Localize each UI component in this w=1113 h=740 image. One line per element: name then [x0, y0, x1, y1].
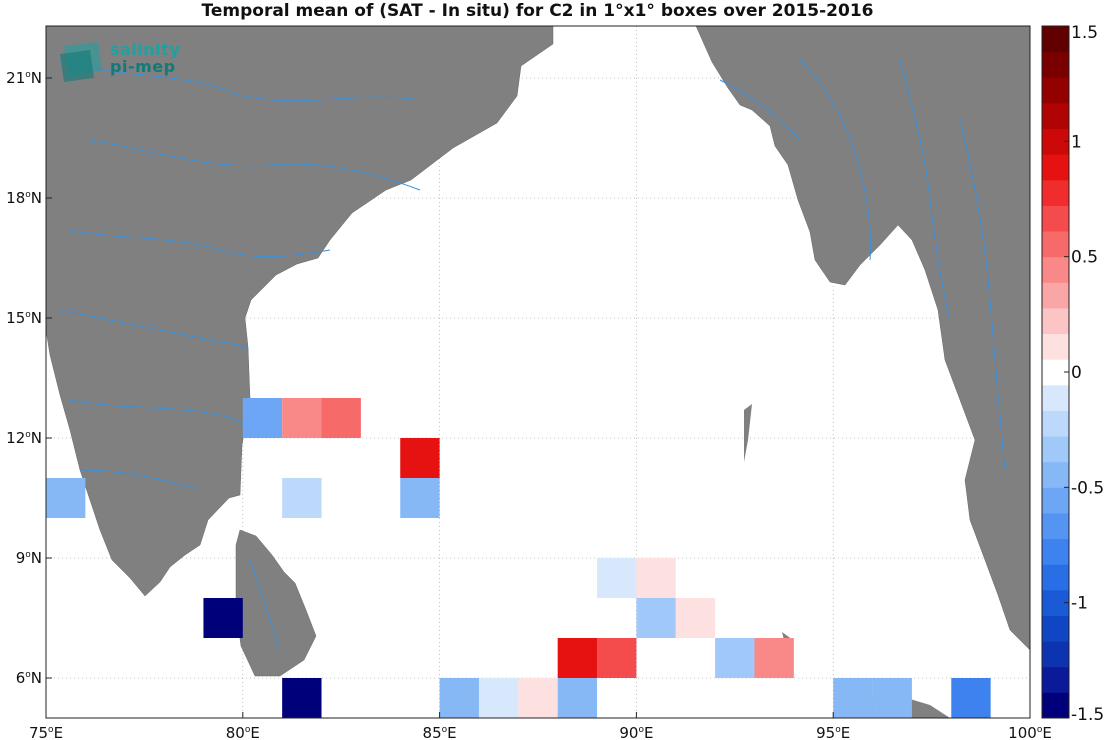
x-tick-label: 75oE: [29, 724, 63, 740]
heatmap-cell: [203, 598, 243, 638]
x-tick-label: 85oE: [423, 724, 457, 740]
colorbar-segment: [1042, 333, 1069, 360]
colorbar-segment: [1042, 205, 1069, 232]
heatmap-cell: [439, 678, 479, 718]
heatmap-cell: [754, 638, 794, 678]
colorbar-tick-label: -0.5: [1071, 478, 1104, 498]
colorbar-segment: [1042, 102, 1069, 130]
colorbar-segment: [1042, 436, 1069, 463]
heatmap-cell: [282, 678, 322, 718]
colorbar-segment: [1042, 384, 1069, 411]
colorbar-segment: [1042, 307, 1069, 335]
colorbar-segment: [1042, 487, 1069, 514]
data-cells: [46, 398, 991, 718]
heatmap-cell: [597, 558, 637, 598]
heatmap-cell: [597, 638, 637, 678]
x-tick-label: 90oE: [619, 724, 653, 740]
colorbar-segment: [1042, 26, 1069, 53]
heatmap-cell: [636, 558, 676, 598]
x-tick-label: 100oE: [1008, 724, 1052, 740]
colorbar-segment: [1042, 282, 1069, 309]
heatmap-cell: [557, 678, 598, 718]
colorbar-segment: [1042, 538, 1069, 565]
y-tick-label: 12oN: [6, 429, 42, 447]
heatmap-cell: [242, 398, 283, 438]
heatmap-cell: [400, 478, 440, 518]
heatmap-cell: [400, 438, 440, 478]
x-tick-label: 95oE: [816, 724, 850, 740]
colorbar-segment: [1042, 77, 1069, 104]
colorbar-tick-label: 0.5: [1071, 248, 1098, 268]
heatmap-cell: [715, 638, 755, 678]
colorbar-tick-label: -1: [1071, 594, 1088, 614]
colorbar-segment: [1042, 231, 1069, 258]
colorbar-tick-label: 1: [1071, 132, 1082, 152]
heatmap-cell: [675, 598, 716, 638]
land-india: [45, 25, 554, 597]
y-tick-label: 6oN: [16, 669, 42, 687]
heatmap-cell: [282, 398, 322, 438]
rivers: [59, 59, 1006, 651]
map-axes: 75oE 80oE 85oE 90oE 95oE 100oE 6oN 9oN 12oN 15oN 1…: [6, 69, 1052, 740]
colorbar-segment: [1042, 179, 1069, 206]
colorbar-segment: [1042, 666, 1069, 693]
heatmap-cell: [833, 678, 873, 718]
colorbar-segment: [1042, 461, 1069, 488]
colorbar-tick-label: 0: [1071, 363, 1082, 383]
x-tick-label: 80oE: [226, 724, 260, 740]
heatmap-cell: [872, 678, 912, 718]
map-title: Temporal mean of (SAT - In situ) for C2 …: [201, 1, 874, 21]
land-sri-lanka: [235, 529, 317, 677]
colorbar-segment: [1042, 51, 1069, 78]
logo-text-pimep: pi-mep: [110, 57, 176, 76]
heatmap-cell: [951, 678, 991, 718]
colorbar-segment: [1042, 512, 1069, 540]
colorbar-segment: [1042, 256, 1069, 283]
colorbar-segment: [1042, 154, 1069, 181]
colorbar-segment: [1042, 564, 1069, 591]
heatmap-cell: [321, 398, 361, 438]
colorbar-tick-label: 1.5: [1071, 23, 1098, 43]
logo-text-salinity: salinity: [110, 40, 181, 59]
salinity-pimep-logo: salinity pi-mep: [58, 40, 188, 86]
colorbar: 1.5 1 0.5 0 -0.5 -1 -1.5: [1041, 23, 1104, 725]
y-tick-label: 21oN: [6, 69, 42, 87]
colorbar-segment: [1042, 615, 1069, 642]
y-tick-label: 15oN: [6, 309, 42, 327]
heatmap-cell: [478, 678, 519, 718]
heatmap-cell: [282, 478, 322, 518]
land-layer: [45, 25, 1031, 718]
logo-icon: [60, 42, 102, 82]
heatmap-cell: [518, 678, 558, 718]
colorbar-segment: [1042, 641, 1069, 668]
colorbar-tick-label: -1.5: [1071, 705, 1104, 725]
colorbar-segment: [1042, 692, 1069, 719]
colorbar-segment: [1042, 410, 1069, 437]
y-tick-label: 9oN: [16, 549, 42, 567]
land-andaman: [744, 404, 752, 462]
map-frame: [45, 25, 1031, 719]
heatmap-cell: [636, 598, 676, 638]
heatmap-cell: [46, 478, 86, 518]
y-tick-label: 18oN: [6, 189, 42, 207]
heatmap-cell: [557, 638, 598, 678]
land-myanmar: [695, 25, 1031, 651]
